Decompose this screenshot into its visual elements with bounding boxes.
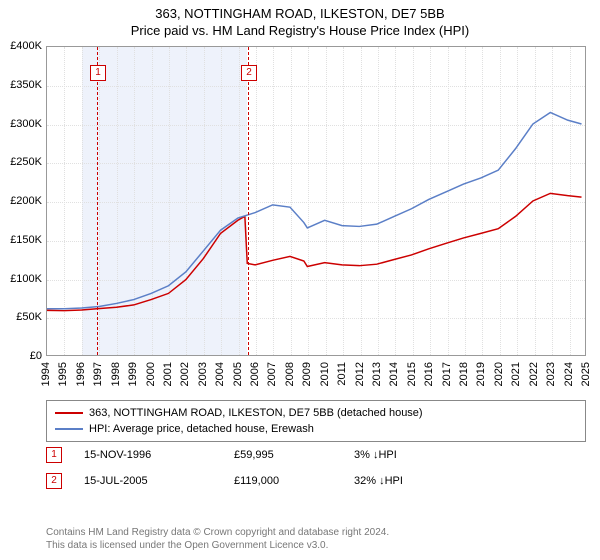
sale-price: £119,000 [234,475,354,487]
legend-label: 363, NOTTINGHAM ROAD, ILKESTON, DE7 5BB … [89,407,423,419]
x-axis-label: 2005 [232,362,244,386]
footer-line2: This data is licensed under the Open Gov… [46,539,586,552]
x-axis-label: 1995 [57,362,69,386]
x-axis-label: 2001 [162,362,174,386]
sale-price: £59,995 [234,449,354,461]
sale-date: 15-NOV-1996 [84,449,234,461]
x-axis-label: 2012 [354,362,366,386]
x-axis-label: 2018 [458,362,470,386]
x-axis-label: 2013 [371,362,383,386]
chart-lines [47,47,585,355]
x-axis-label: 2024 [563,362,575,386]
x-axis-label: 2007 [266,362,278,386]
chart-title-block: 363, NOTTINGHAM ROAD, ILKESTON, DE7 5BB … [0,0,600,40]
y-axis-label: £0 [0,350,42,362]
x-axis-label: 2020 [493,362,505,386]
x-axis-label: 2016 [423,362,435,386]
legend: 363, NOTTINGHAM ROAD, ILKESTON, DE7 5BB … [46,400,586,442]
legend-item: 363, NOTTINGHAM ROAD, ILKESTON, DE7 5BB … [55,405,577,421]
marker-line [248,47,249,355]
y-axis-label: £400K [0,40,42,52]
sale-row: 1 15-NOV-1996 £59,995 3%HPI [46,446,586,464]
x-axis-label: 2009 [301,362,313,386]
y-axis-label: £150K [0,234,42,246]
chart-title-line2: Price paid vs. HM Land Registry's House … [0,23,600,40]
x-axis-label: 2019 [475,362,487,386]
x-axis-label: 2002 [179,362,191,386]
marker-line [97,47,98,355]
x-axis-label: 1998 [110,362,122,386]
x-axis-label: 1994 [40,362,52,386]
y-axis-label: £200K [0,195,42,207]
chart: £0£50K£100K£150K£200K£250K£300K£350K£400… [0,44,600,396]
y-axis-label: £100K [0,273,42,285]
footer-line1: Contains HM Land Registry data © Crown c… [46,526,586,539]
sale-date: 15-JUL-2005 [84,475,234,487]
x-axis-label: 1999 [127,362,139,386]
marker-box: 2 [241,65,257,81]
y-axis-label: £250K [0,156,42,168]
x-axis-label: 2022 [528,362,540,386]
legend-label: HPI: Average price, detached house, Erew… [89,423,314,435]
x-axis-label: 2010 [319,362,331,386]
legend-swatch [55,428,83,430]
x-axis-label: 2008 [284,362,296,386]
x-axis-label: 1997 [92,362,104,386]
x-axis-label: 1996 [75,362,87,386]
sale-row: 2 15-JUL-2005 £119,000 32%HPI [46,472,586,490]
x-axis-label: 2000 [145,362,157,386]
marker-box: 1 [90,65,106,81]
x-axis-label: 2004 [214,362,226,386]
legend-swatch [55,412,83,414]
x-axis-label: 2003 [197,362,209,386]
sale-diff: 32%HPI [354,475,403,487]
x-axis-label: 2015 [406,362,418,386]
x-axis-label: 2021 [510,362,522,386]
y-axis-label: £350K [0,79,42,91]
arrow-down-icon [376,475,385,487]
footer-attribution: Contains HM Land Registry data © Crown c… [46,526,586,552]
series-line [47,193,582,310]
x-axis-label: 2011 [336,362,348,386]
series-line [47,112,582,308]
sale-marker-box: 1 [46,447,62,463]
x-axis-label: 2006 [249,362,261,386]
x-axis-label: 2017 [441,362,453,386]
y-axis-label: £50K [0,311,42,323]
sale-marker-box: 2 [46,473,62,489]
y-axis-label: £300K [0,118,42,130]
plot-area: 12 [46,46,586,356]
x-axis-label: 2023 [545,362,557,386]
legend-item: HPI: Average price, detached house, Erew… [55,421,577,437]
chart-title-line1: 363, NOTTINGHAM ROAD, ILKESTON, DE7 5BB [0,6,600,23]
sale-diff: 3%HPI [354,449,397,461]
x-axis-label: 2025 [580,362,592,386]
x-axis-label: 2014 [388,362,400,386]
